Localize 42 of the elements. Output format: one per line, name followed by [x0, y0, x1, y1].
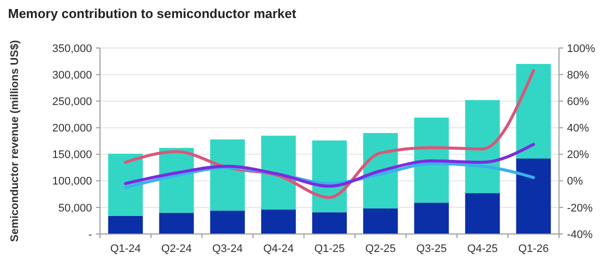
x-tick-label: Q2-24 [161, 243, 192, 255]
x-tick-label: Q1-24 [110, 243, 141, 255]
line-series [124, 142, 535, 188]
x-tick-label: Q2-25 [365, 243, 396, 255]
bar [159, 212, 194, 234]
y-tick-label: 50,000 [58, 202, 92, 214]
x-tick-label: Q4-24 [263, 243, 294, 255]
chart-title: Memory contribution to semiconductor market [8, 6, 297, 21]
y-tick-label: 100,000 [52, 176, 92, 188]
x-tick-label: Q1-25 [314, 243, 345, 255]
bar [210, 139, 245, 211]
y2-tick-label: -40% [567, 228, 593, 241]
bar [516, 158, 551, 234]
y2-tick-label: -20% [567, 202, 593, 214]
y2-tick-label: 20% [567, 149, 590, 162]
bar [210, 210, 245, 234]
x-tick-label: Q3-25 [416, 243, 447, 255]
y-tick-label: 350,000 [52, 42, 92, 55]
y2-tick-label: 60% [567, 96, 590, 108]
y-tick-label: 200,000 [52, 122, 92, 135]
bar [363, 208, 398, 234]
x-tick-label: Q4-25 [467, 243, 498, 255]
bar [465, 193, 500, 234]
bar [261, 136, 296, 210]
x-tick-label: Q3-24 [212, 243, 243, 255]
bar [414, 202, 449, 234]
y2-tick-label: 100% [567, 42, 596, 55]
bar [261, 210, 296, 234]
bar [516, 64, 551, 159]
y-tick-label: 150,000 [52, 149, 92, 162]
y-tick-label: - [88, 228, 92, 241]
bar [108, 154, 143, 216]
bar [312, 212, 347, 234]
y-tick-label: 300,000 [52, 69, 92, 82]
y2-tick-label: 0% [567, 176, 584, 188]
y-tick-label: 250,000 [52, 96, 92, 108]
bar [108, 216, 143, 234]
y-axis-title: Semiconductor revenue (millions US$) [9, 40, 21, 242]
y2-tick-label: 40% [567, 122, 590, 135]
y2-tick-label: 80% [567, 69, 590, 82]
bar [414, 118, 449, 203]
x-tick-label: Q1-26 [518, 243, 549, 255]
